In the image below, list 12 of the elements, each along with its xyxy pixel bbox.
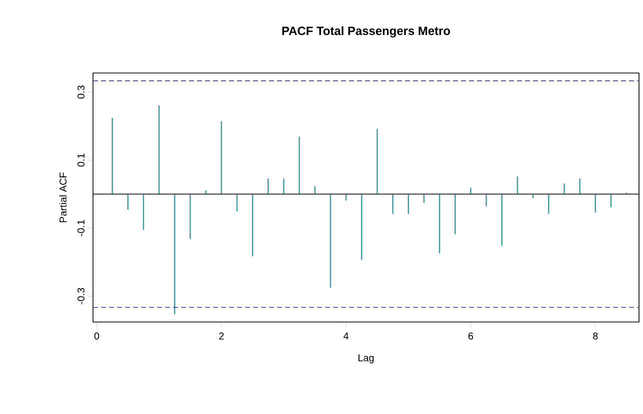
y-tick-label: -0.3 <box>77 288 84 304</box>
x-tick-label: 8 <box>593 332 598 340</box>
x-axis-title: Lag <box>358 354 374 364</box>
x-tick-label: 0 <box>94 332 100 340</box>
x-tick-label: 6 <box>468 332 474 340</box>
chart-title: PACF Total Passengers Metro <box>282 26 450 38</box>
x-tick-label: 2 <box>219 332 224 340</box>
y-axis-title: Partial ACF <box>59 172 67 222</box>
y-tick-label: 0.3 <box>77 86 84 99</box>
y-tick-label: -0.1 <box>77 220 84 236</box>
x-tick-label: 4 <box>344 332 349 340</box>
y-tick-label: 0.1 <box>77 154 84 167</box>
